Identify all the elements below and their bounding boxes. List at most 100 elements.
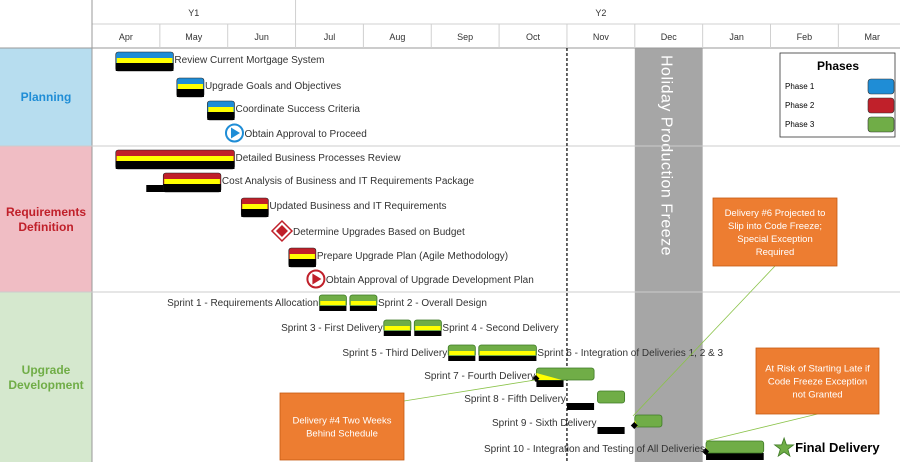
task-progress-fill [289,254,315,259]
task-bar-bottom [115,63,174,71]
task-4: Obtain Approval to Proceed [224,123,367,143]
month-label-apr: Apr [119,32,133,42]
callout-leader-line [632,265,776,417]
task-15: Sprint 5 - Third Delivery [342,344,476,361]
month-label-nov: Nov [593,32,610,42]
month-label-feb: Feb [797,32,813,42]
task-progress-fill [479,351,536,355]
task-bar [597,390,626,404]
legend-swatch [867,97,895,114]
milestone-arrow-icon [312,273,322,285]
task-14: Sprint 4 - Second Delivery [413,319,559,336]
task-progress-fill [449,351,475,355]
section-label-3: Upgrade Development [8,363,83,392]
task-label: Cost Analysis of Business and IT Require… [222,176,475,187]
legend-swatch [867,116,895,133]
section-label-1: Planning [21,90,72,104]
month-label-may: May [185,32,203,42]
task-label: Detailed Business Processes Review [235,153,401,164]
task-bar-bottom [319,306,347,311]
callout-box [755,347,880,415]
task-label: Obtain Approval of Upgrade Development P… [326,275,534,286]
task-label: Sprint 9 - Sixth Delivery [492,418,596,429]
section-label-bg-3 [0,292,92,462]
year-label-y1: Y1 [188,8,199,18]
task-label: Sprint 8 - Fifth Delivery [464,394,566,405]
task-progress-marker [630,421,638,430]
task-19: Sprint 9 - Sixth Delivery [492,414,663,434]
task-label: Prepare Upgrade Plan (Agile Methodology) [317,251,508,262]
task-label: Sprint 3 - First Delivery [281,323,383,334]
task-2: Upgrade Goals and Objectives [176,77,341,98]
month-label-jan: Jan [729,32,744,42]
milestone-arrow-icon [230,127,240,139]
month-label-jun: Jun [254,32,269,42]
task-progress-marker [702,447,710,456]
month-label-aug: Aug [389,32,405,42]
task-bar [705,440,765,454]
month-label-mar: Mar [865,32,881,42]
task-bar [634,414,663,428]
task-baseline-bar [706,453,764,460]
task-bar-bottom [115,161,235,169]
task-progress-fill [164,179,220,184]
callout-box [712,197,838,267]
task-bar-bottom [176,89,204,97]
task-progress-fill [177,84,203,89]
task-label: Sprint 7 - Fourth Delivery [424,371,535,382]
task-label: Sprint 4 - Second Delivery [442,323,558,334]
section-label-2: Requirements Definition [6,205,86,234]
task-label: Updated Business and IT Requirements [269,201,446,212]
task-progress-fill [415,326,441,330]
task-progress-fill [208,107,234,112]
callout-1: Delivery #6 Projected to Slip into Code F… [632,197,838,417]
task-20: Sprint 10 - Integration and Testing of A… [484,440,765,460]
task-3: Coordinate Success Criteria [207,100,360,121]
task-label: Sprint 10 - Integration and Testing of A… [484,444,705,455]
month-label-oct: Oct [526,32,541,42]
task-bar-bottom [288,259,316,267]
task-label: Coordinate Success Criteria [235,104,360,115]
callout-box [279,392,405,461]
decision-diamond-icon [275,225,288,237]
task-5: Detailed Business Processes Review [115,149,401,170]
task-11: Sprint 1 - Requirements Allocation [167,294,347,311]
callout-text: Delivery #6 Projected to Slip into Code F… [725,208,826,258]
task-bar-bottom [448,356,476,361]
callout-2: Delivery #4 Two Weeks Behind Schedule [279,379,536,461]
task-16: Sprint 6 - Integration of Deliveries 1, … [478,344,724,361]
freeze-label: Holiday Production Freeze [658,55,675,256]
legend-item-label: Phase 3 [785,120,815,129]
task-progress-fill [350,301,376,305]
task-12: Sprint 2 - Overall Design [349,294,487,311]
task-13: Sprint 3 - First Delivery [281,319,412,336]
month-label-dec: Dec [661,32,678,42]
task-label: Final Delivery [795,440,880,455]
month-label-sep: Sep [457,32,473,42]
task-10: Obtain Approval of Upgrade Development P… [306,269,534,289]
legend-title: Phases [817,59,859,73]
freeze-band [634,48,703,462]
callout-leader-line [403,379,536,402]
task-bar-bottom [414,331,442,336]
task-progress-fill [242,204,268,209]
task-bar-bottom [163,184,221,192]
task-label: Determine Upgrades Based on Budget [293,227,465,238]
callout-text: Delivery #4 Two Weeks Behind Schedule [293,416,392,440]
task-bar-bottom [241,209,269,217]
task-baseline-bar [597,427,625,434]
task-bar-bottom [478,356,537,361]
task-18: Sprint 8 - Fifth Delivery [464,390,626,410]
task-21: Final Delivery [773,436,880,458]
section-label-bg-1 [0,48,92,146]
task-bar-bottom [383,331,411,336]
task-7: Updated Business and IT Requirements [240,197,447,218]
task-8: Determine Upgrades Based on Budget [270,219,465,243]
task-6: Cost Analysis of Business and IT Require… [146,172,475,193]
task-label: Obtain Approval to Proceed [244,129,366,140]
legend-item-label: Phase 2 [785,101,815,110]
final-delivery-star-icon [773,436,795,458]
legend-item-label: Phase 1 [785,82,815,91]
task-label: Review Current Mortgage System [174,55,324,66]
